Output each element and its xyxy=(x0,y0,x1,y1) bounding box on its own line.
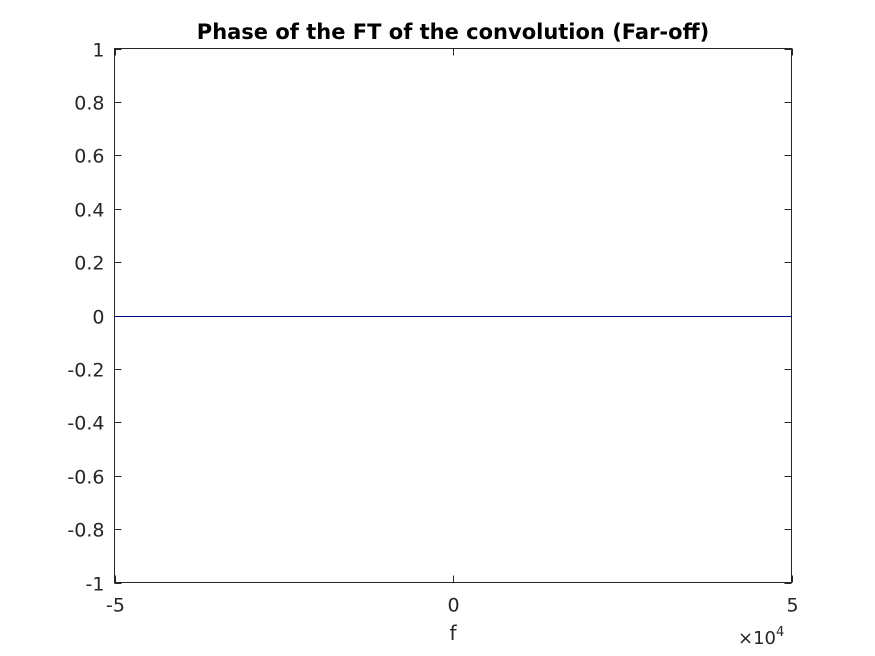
y-tick-label: -0.4 xyxy=(67,413,104,435)
x-axis-exponent-multiplier: ×10 xyxy=(738,628,776,649)
x-axis-exponent-power: 4 xyxy=(776,625,784,640)
y-tick-label: 0.8 xyxy=(74,93,104,115)
x-tick-label: -5 xyxy=(106,595,125,617)
y-tick-label: 0.4 xyxy=(74,200,104,222)
x-tick-label: 5 xyxy=(786,595,798,617)
x-tick-label: 0 xyxy=(447,595,459,617)
plot-area xyxy=(114,48,792,583)
y-tick-label: 1 xyxy=(92,40,104,62)
y-tick-label: -0.6 xyxy=(67,467,104,489)
x-axis-exponent: ×104 xyxy=(738,625,784,649)
y-tick-label: -1 xyxy=(86,574,105,596)
x-axis-label: f xyxy=(449,621,457,645)
chart-title: Phase of the FT of the convolution (Far-… xyxy=(197,20,709,44)
y-tick-label: -0.2 xyxy=(67,360,104,382)
y-tick-label: 0.2 xyxy=(74,253,104,275)
y-tick-label: 0 xyxy=(92,307,104,329)
axis-ticks: 1 0.8 0.6 0.4 0.2 0 -0.2 -0.4 -0.6 -0.8 -1-5 0 5 xyxy=(67,40,798,617)
y-tick-label: -0.8 xyxy=(67,520,104,542)
y-tick-label: 0.6 xyxy=(74,146,104,168)
